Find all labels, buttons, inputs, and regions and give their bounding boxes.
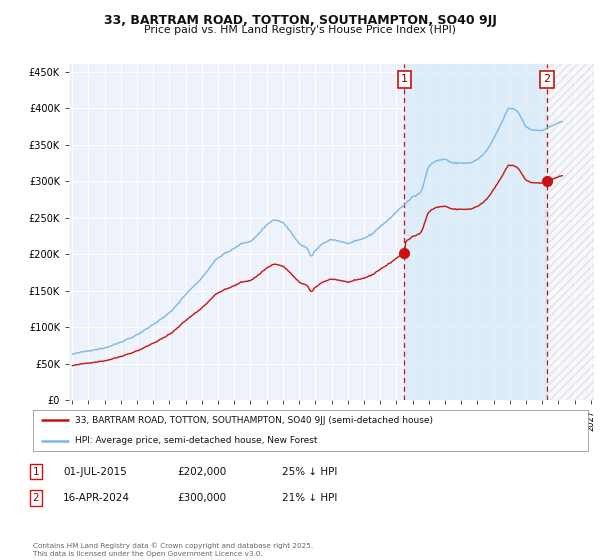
Text: 2: 2 xyxy=(543,74,550,85)
Text: 1: 1 xyxy=(32,466,40,477)
Text: Contains HM Land Registry data © Crown copyright and database right 2025.
This d: Contains HM Land Registry data © Crown c… xyxy=(33,543,313,557)
Text: 33, BARTRAM ROAD, TOTTON, SOUTHAMPTON, SO40 9JJ: 33, BARTRAM ROAD, TOTTON, SOUTHAMPTON, S… xyxy=(104,14,496,27)
Text: 2: 2 xyxy=(32,493,40,503)
Bar xyxy=(547,64,594,400)
Text: 1: 1 xyxy=(401,74,408,85)
Text: 01-JUL-2015: 01-JUL-2015 xyxy=(63,466,127,477)
Text: 16-APR-2024: 16-APR-2024 xyxy=(63,493,130,503)
Text: £300,000: £300,000 xyxy=(177,493,226,503)
Bar xyxy=(404,64,547,400)
Text: 33, BARTRAM ROAD, TOTTON, SOUTHAMPTON, SO40 9JJ (semi-detached house): 33, BARTRAM ROAD, TOTTON, SOUTHAMPTON, S… xyxy=(74,416,433,424)
Text: Price paid vs. HM Land Registry's House Price Index (HPI): Price paid vs. HM Land Registry's House … xyxy=(144,25,456,35)
Text: HPI: Average price, semi-detached house, New Forest: HPI: Average price, semi-detached house,… xyxy=(74,436,317,445)
Text: 21% ↓ HPI: 21% ↓ HPI xyxy=(282,493,337,503)
Text: £202,000: £202,000 xyxy=(177,466,226,477)
Text: 25% ↓ HPI: 25% ↓ HPI xyxy=(282,466,337,477)
